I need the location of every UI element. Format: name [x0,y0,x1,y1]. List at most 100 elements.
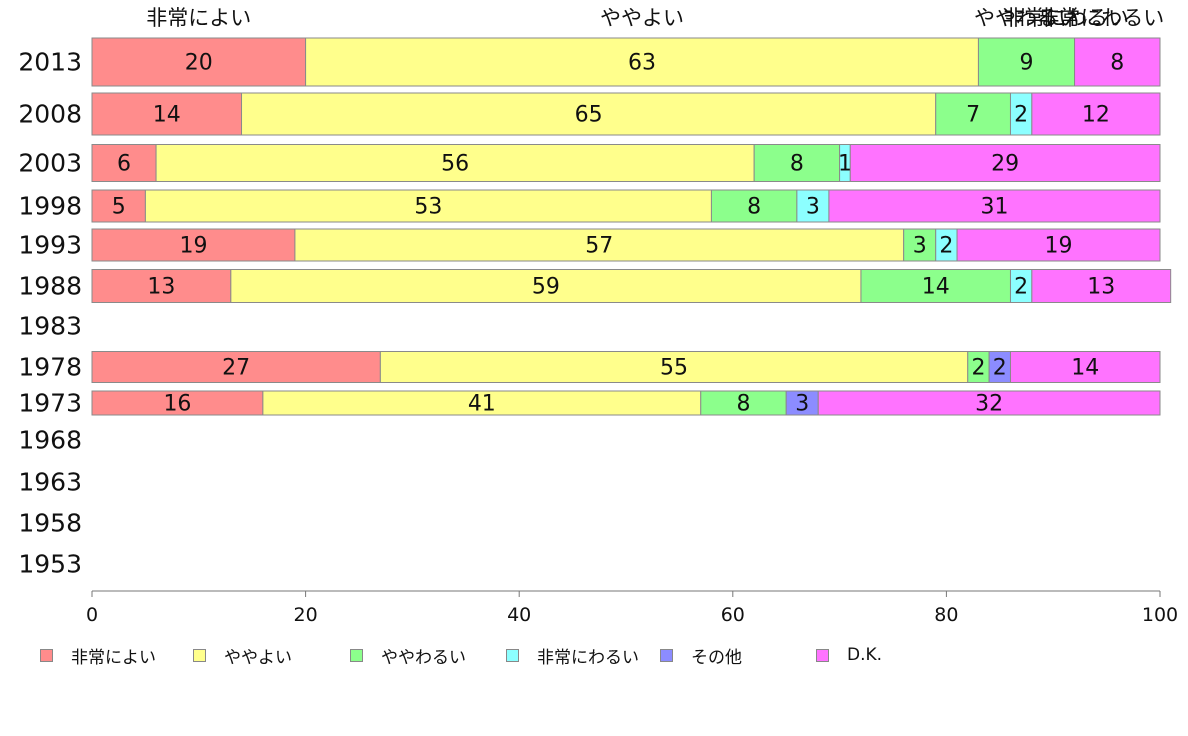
bar-1988-1 [230,269,862,303]
data-label-2003-1: 56 [441,152,469,177]
bar-2003-0 [91,144,157,182]
data-label-1978-0: 27 [222,356,250,381]
data-label-1973-0: 16 [163,392,191,417]
bar-1998-3 [796,189,830,223]
bar-1988-2 [860,269,1011,303]
legend-item: 非常によい [40,644,156,668]
legend-swatch [40,648,53,662]
bar-1993-1 [294,228,905,262]
bar-2003-2 [753,144,841,182]
data-label-1998-0: 5 [112,195,126,220]
legend-item: ややわるい [350,644,466,668]
data-label-1973-5: 32 [975,392,1003,417]
data-label-2003-2: 8 [790,152,804,177]
data-label-1998-5: 31 [980,195,1008,220]
bar-1998-1 [144,189,712,223]
legend-label: 非常にわるい [537,647,639,668]
data-label-2008-5: 12 [1082,103,1110,128]
data-label-1998-3: 3 [806,195,820,220]
bar-2013-0 [91,37,307,87]
year-label-1968: 1968 [18,426,82,455]
data-label-2008-0: 14 [153,103,181,128]
legend-label: その他 [691,647,742,668]
data-label-1973-1: 41 [468,392,496,417]
legend-swatch [816,648,829,662]
year-label-1953: 1953 [18,550,82,579]
year-label-1963: 1963 [18,468,82,497]
data-label-1973-2: 8 [736,392,750,417]
year-label-1993: 1993 [18,231,82,260]
x-tick-label-40: 40 [507,604,531,626]
legend-swatch [660,648,673,662]
data-label-1993-2: 3 [913,234,927,259]
legend-label: D.K. [847,645,883,665]
data-label-2008-3: 2 [1014,103,1028,128]
data-label-1988-3: 2 [1014,275,1028,300]
bar-1988-0 [91,269,232,303]
legend-item: 非常にわるい [506,644,639,668]
data-label-2013-0: 20 [185,51,213,76]
x-tick-label-60: 60 [721,604,745,626]
year-label-1973: 1973 [18,389,82,418]
data-label-1993-1: 57 [585,234,613,259]
legend-item: その他 [660,644,742,668]
year-label-1998: 1998 [18,192,82,221]
bar-2013-2 [977,37,1076,87]
bar-1973-4 [785,390,819,416]
bar-1973-2 [700,390,787,416]
data-label-1988-2: 14 [922,275,950,300]
data-label-2003-3: 1 [838,152,852,177]
bar-1973-0 [91,390,264,416]
x-tick-label-100: 100 [1142,604,1178,626]
data-label-2013-5: 8 [1110,51,1124,76]
x-tick-label-0: 0 [86,604,98,626]
year-label-2008: 2008 [18,100,82,129]
data-label-1998-2: 8 [747,195,761,220]
bar-2013-5 [1074,37,1161,87]
data-label-2008-2: 7 [966,103,980,128]
data-label-2008-1: 65 [575,103,603,128]
bar-1978-5 [1009,351,1161,383]
bar-1998-2 [710,189,798,223]
chart-legend: 非常によい ややよい ややわるい 非常にわるい その他 D.K. [40,644,1140,668]
legend-label: ややわるい [381,647,466,668]
x-tick-label-20: 20 [294,604,318,626]
x-tick-label-80: 80 [934,604,958,626]
bar-1978-0 [91,351,381,383]
top-label-3: 非常にわるい [1038,6,1164,30]
data-label-1978-2: 2 [971,356,985,381]
data-label-1988-5: 13 [1087,275,1115,300]
bar-1993-5 [956,228,1161,262]
legend-label: ややよい [224,647,292,668]
data-label-1998-1: 53 [414,195,442,220]
year-label-2003: 2003 [18,149,82,178]
year-label-1988: 1988 [18,272,82,301]
data-label-2003-0: 6 [117,152,131,177]
data-label-1978-5: 14 [1071,356,1099,381]
data-label-1988-0: 13 [147,275,175,300]
bar-2008-2 [935,92,1011,136]
bar-2003-5 [849,144,1161,182]
data-label-1993-3: 2 [939,234,953,259]
legend-item: D.K. [816,644,882,666]
top-label-2: ややわるい [974,6,1079,30]
data-label-1988-1: 59 [532,275,560,300]
year-label-1978: 1978 [18,353,82,382]
top-label-1: ややよい [600,6,684,30]
year-label-1958: 1958 [18,509,82,538]
bar-2008-1 [241,92,937,136]
bar-2008-0 [91,92,243,136]
legend-swatch [506,648,519,662]
data-label-2013-2: 9 [1020,51,1034,76]
legend-item: ややよい [193,644,292,668]
year-label-1983: 1983 [18,312,82,341]
bar-1993-2 [903,228,937,262]
bar-1998-5 [828,189,1161,223]
data-label-1978-1: 55 [660,356,688,381]
data-label-1993-5: 19 [1045,234,1073,259]
top-label-0: 非常によい [146,6,251,30]
legend-label: 非常によい [71,647,156,668]
bar-1978-1 [379,351,969,383]
data-label-1978-4: 2 [993,356,1007,381]
bar-1998-0 [91,189,146,223]
